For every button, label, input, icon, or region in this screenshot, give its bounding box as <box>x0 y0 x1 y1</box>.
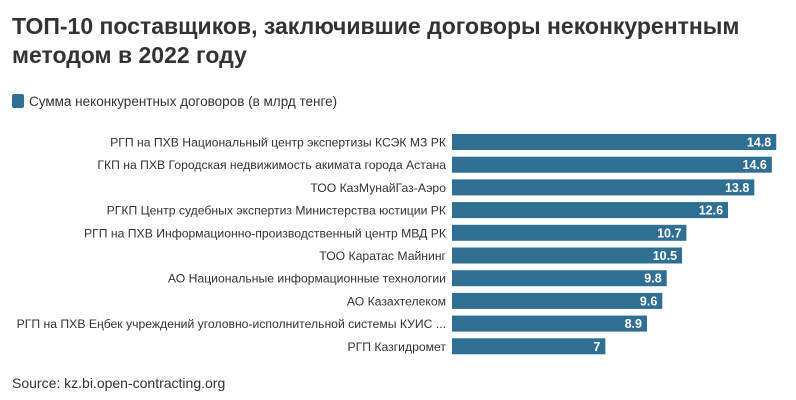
source-note: Source: kz.bi.open-contracting.org <box>12 375 226 391</box>
bar-row: ТОО Каратас Майнинг 10.5 <box>319 247 683 264</box>
legend-label: Сумма неконкурентных договоров (в млрд т… <box>29 93 338 109</box>
value-label: 14.8 <box>747 136 771 150</box>
category-label: ГКП на ПХВ Городская недвижимость акимат… <box>97 158 446 172</box>
bar <box>452 202 729 219</box>
chart-legend: Сумма неконкурентных договоров (в млрд т… <box>12 93 337 109</box>
value-label: 14.6 <box>743 158 767 172</box>
value-label: 13.8 <box>725 181 749 195</box>
bar <box>452 247 683 264</box>
value-label: 10.5 <box>653 249 677 263</box>
value-label: 7 <box>593 340 600 354</box>
category-label: РГП Казгидромет <box>348 340 447 354</box>
bar <box>452 338 606 355</box>
category-label: РГП на ПХВ Еңбек учреждений уголовно-исп… <box>17 317 446 331</box>
category-label: ТОО Каратас Майнинг <box>319 249 446 263</box>
category-label: РГП на ПХВ Национальный центр экспертизы… <box>110 136 447 150</box>
bar <box>452 179 755 196</box>
bar-row: РГП на ПХВ Национальный центр экспертизы… <box>110 134 777 150</box>
bar-row: РГП на ПХВ Еңбек учреждений уголовно-исп… <box>17 315 647 332</box>
bar-row: ТОО КазМунайГаз-Аэро 13.8 <box>310 179 755 196</box>
legend-swatch <box>12 94 24 108</box>
bar-chart: РГП на ПХВ Национальный центр экспертизы… <box>17 134 777 355</box>
category-label: ТОО КазМунайГаз-Аэро <box>310 181 446 195</box>
bar-row: АО Казахтелеком 9.6 <box>347 292 663 309</box>
bar <box>452 134 777 150</box>
category-label: РГП на ПХВ Информационно-производственны… <box>84 226 447 240</box>
chart-title: ТОП-10 поставщиков, заключившие договоры… <box>12 13 740 68</box>
category-label: АО Казахтелеком <box>347 294 446 308</box>
bar-row: ГКП на ПХВ Городская недвижимость акимат… <box>97 156 772 173</box>
value-label: 12.6 <box>699 204 723 218</box>
category-label: АО Национальные информационные технологи… <box>168 272 446 286</box>
category-label: РГКП Центр судебных экспертиз Министерст… <box>107 204 447 218</box>
bar <box>452 270 667 287</box>
bar-row: РГКП Центр судебных экспертиз Министерст… <box>107 202 729 219</box>
value-label: 8.9 <box>625 317 642 331</box>
value-label: 10.7 <box>657 226 681 240</box>
bar-row: АО Национальные информационные технологи… <box>168 270 667 287</box>
bar <box>452 224 687 241</box>
value-label: 9.6 <box>640 294 657 308</box>
value-label: 9.8 <box>644 272 661 286</box>
bar-row: РГП Казгидромет 7 <box>348 338 606 355</box>
bar <box>452 156 772 173</box>
bar <box>452 315 647 332</box>
bar-row: РГП на ПХВ Информационно-производственны… <box>84 224 687 241</box>
bar <box>452 292 663 309</box>
